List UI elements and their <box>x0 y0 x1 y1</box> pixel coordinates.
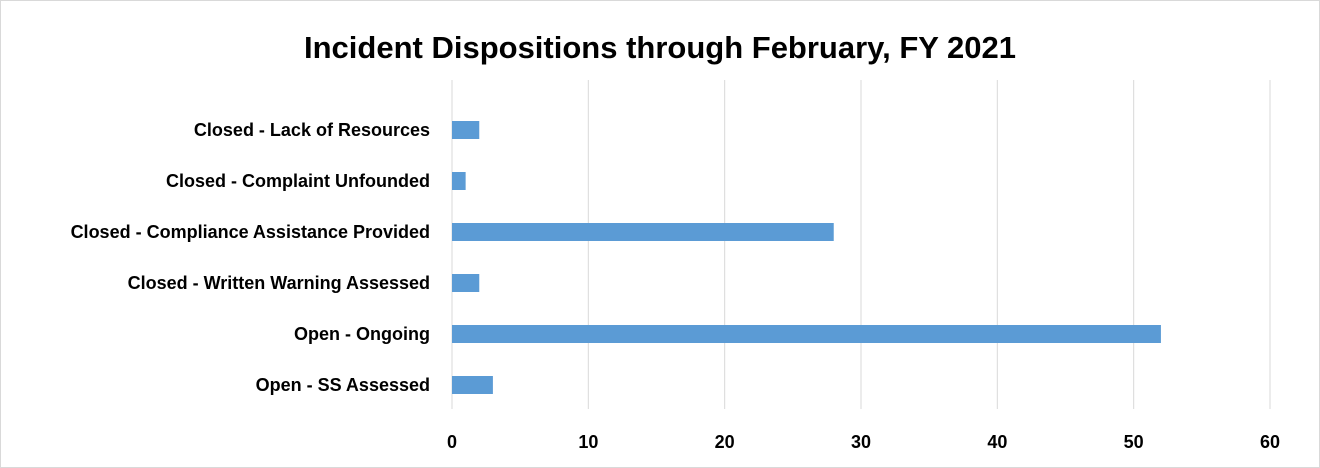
category-label: Closed - Lack of Resources <box>194 120 430 140</box>
category-label: Closed - Complaint Unfounded <box>166 171 430 191</box>
category-label: Closed - Written Warning Assessed <box>128 273 430 293</box>
chart-title: Incident Dispositions through February, … <box>304 30 1016 65</box>
bar <box>452 223 834 241</box>
bar <box>452 172 466 190</box>
category-label: Open - SS Assessed <box>256 375 430 395</box>
x-tick-label: 50 <box>1124 432 1144 452</box>
x-axis-tick-labels: 0 10 20 30 40 50 60 <box>447 432 1280 452</box>
category-label: Closed - Compliance Assistance Provided <box>71 222 430 242</box>
bar <box>452 121 480 139</box>
category-label: Open - Ongoing <box>294 324 430 344</box>
x-tick-label: 0 <box>447 432 457 452</box>
bar <box>452 325 1161 343</box>
bars <box>452 121 1161 394</box>
x-tick-label: 20 <box>715 432 735 452</box>
bar <box>452 376 493 394</box>
x-tick-label: 10 <box>578 432 598 452</box>
x-tick-label: 60 <box>1260 432 1280 452</box>
bar <box>452 274 480 292</box>
x-tick-label: 40 <box>987 432 1007 452</box>
x-tick-label: 30 <box>851 432 871 452</box>
gridlines <box>451 80 1271 409</box>
category-labels: Closed - Lack of Resources Closed - Compl… <box>71 120 430 395</box>
